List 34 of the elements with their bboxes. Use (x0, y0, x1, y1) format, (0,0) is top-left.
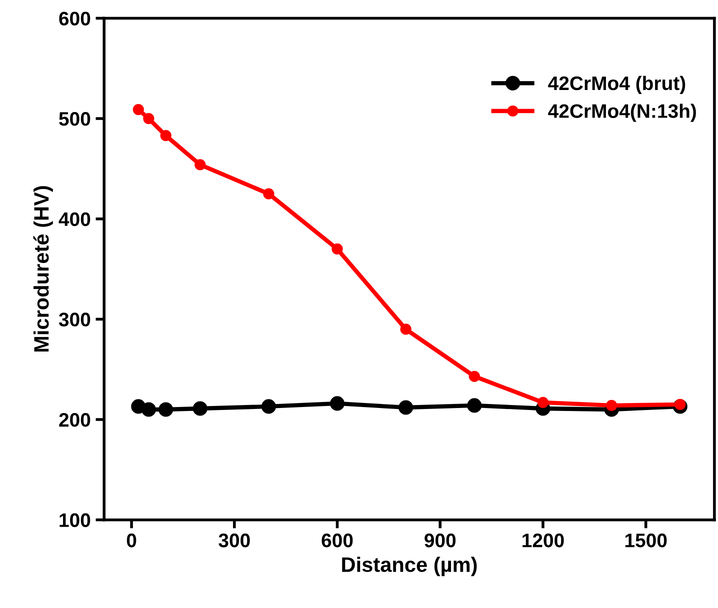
x-tick-label: 300 (218, 534, 250, 548)
point (400, 324, 412, 335)
x-axis-title: Distance (µm) (342, 556, 477, 576)
point (261, 399, 276, 414)
point (674, 398, 686, 410)
point (468, 370, 480, 382)
point (330, 396, 345, 411)
y-tick-label: 100 (60, 513, 90, 528)
legend-label: 42CrMo4 (brut) (548, 76, 686, 94)
point (158, 402, 174, 417)
x-tick-label: 1200 (522, 534, 564, 548)
legend-label: 42CrMo4(N:13h) (548, 104, 696, 122)
x-tick-label: 900 (424, 534, 456, 548)
y-tick-label: 300 (58, 312, 90, 326)
y-axis-title: Microdureté (HV) (33, 186, 53, 352)
x-tick-label: 1500 (625, 534, 667, 548)
point (160, 130, 172, 142)
point (194, 159, 206, 170)
x-tick-label: 0 (126, 534, 136, 548)
point (141, 402, 156, 417)
point (537, 396, 549, 408)
x-tick-label: 600 (322, 534, 353, 548)
point (398, 400, 414, 415)
y-tick-label: 200 (59, 412, 90, 427)
point (467, 398, 482, 413)
y-tick-label: 500 (59, 112, 90, 126)
point (606, 400, 618, 412)
point (143, 113, 154, 124)
y-tick-label: 400 (58, 212, 90, 226)
point (132, 104, 144, 116)
point (332, 243, 343, 255)
y-tick-label: 600 (59, 12, 90, 26)
point (192, 401, 208, 416)
point (263, 188, 274, 200)
